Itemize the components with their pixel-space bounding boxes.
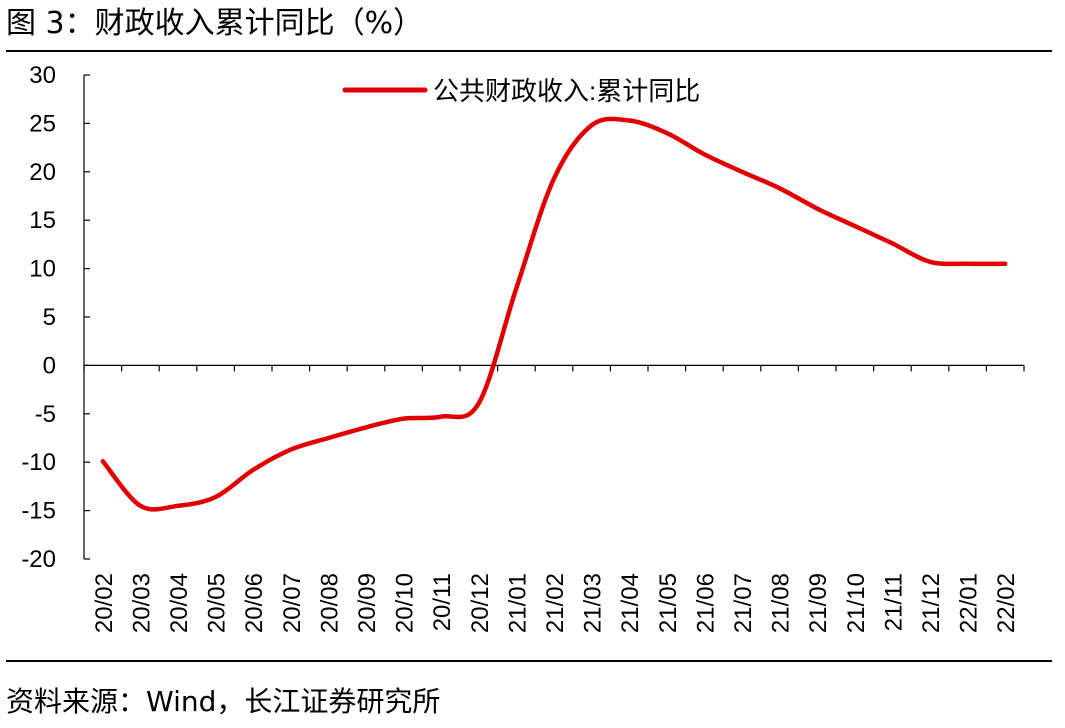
x-tick-label: 21/03 <box>580 573 607 633</box>
x-tick-label: 21/09 <box>805 573 832 633</box>
y-tick-label: 10 <box>29 256 56 283</box>
x-tick-label: 21/07 <box>730 573 757 633</box>
chart-axes <box>83 75 1024 559</box>
x-tick-label: 20/10 <box>392 573 419 633</box>
y-tick-label: 25 <box>29 110 56 137</box>
x-tick-label: 20/04 <box>166 573 193 633</box>
bottom-rule <box>6 660 1052 662</box>
x-tick-label: 21/04 <box>617 573 644 633</box>
series-line <box>100 116 1008 512</box>
y-tick-label: 0 <box>43 352 56 379</box>
x-tick-label: 20/12 <box>467 573 494 633</box>
top-rule <box>6 50 1052 52</box>
legend-label: 公共财政收入:累计同比 <box>433 76 700 106</box>
y-axis-ticks: 30 25 20 15 10 5 0 -5 -10 -15 -20 <box>21 62 90 573</box>
x-tick-label: 21/10 <box>843 573 870 633</box>
x-tick-label: 20/08 <box>316 573 343 633</box>
x-tick-label: 20/07 <box>279 573 306 633</box>
x-tick-label: 20/05 <box>204 573 231 633</box>
y-tick-label: 20 <box>29 159 56 186</box>
chart-legend: 公共财政收入:累计同比 <box>342 76 700 106</box>
y-tick-label: -20 <box>21 546 56 573</box>
x-tick-label: 21/01 <box>504 573 531 633</box>
source-note: 资料来源：Wind，长江证券研究所 <box>6 685 441 718</box>
y-tick-label: -15 <box>21 498 56 525</box>
y-tick-label: 15 <box>29 207 56 234</box>
x-tick-label: 21/06 <box>692 573 719 633</box>
x-tick-label: 21/11 <box>880 573 907 631</box>
x-tick-label: 20/09 <box>354 573 381 633</box>
x-tick-label: 21/08 <box>768 573 795 633</box>
y-tick-label: -5 <box>35 401 56 428</box>
chart-series <box>100 116 1008 512</box>
x-tick-label: 21/05 <box>655 573 682 633</box>
x-tick-label: 21/02 <box>542 573 569 633</box>
figure-title: 图 3：财政收入累计同比（%） <box>6 6 424 41</box>
x-tick-label: 22/01 <box>956 573 983 633</box>
x-tick-label: 20/02 <box>91 573 118 633</box>
x-tick-label: 20/06 <box>241 573 268 633</box>
y-tick-label: 5 <box>43 304 56 331</box>
x-tick-label: 22/02 <box>993 573 1020 633</box>
y-tick-label: -10 <box>21 449 56 476</box>
x-tick-label: 20/03 <box>128 573 155 633</box>
y-tick-label: 30 <box>29 62 56 89</box>
x-tick-label: 20/11 <box>429 573 456 631</box>
x-tick-label: 21/12 <box>918 573 945 633</box>
x-axis-ticks: 20/02 20/03 20/04 20/05 20/06 20/07 20/08 20/09… <box>83 365 1025 633</box>
